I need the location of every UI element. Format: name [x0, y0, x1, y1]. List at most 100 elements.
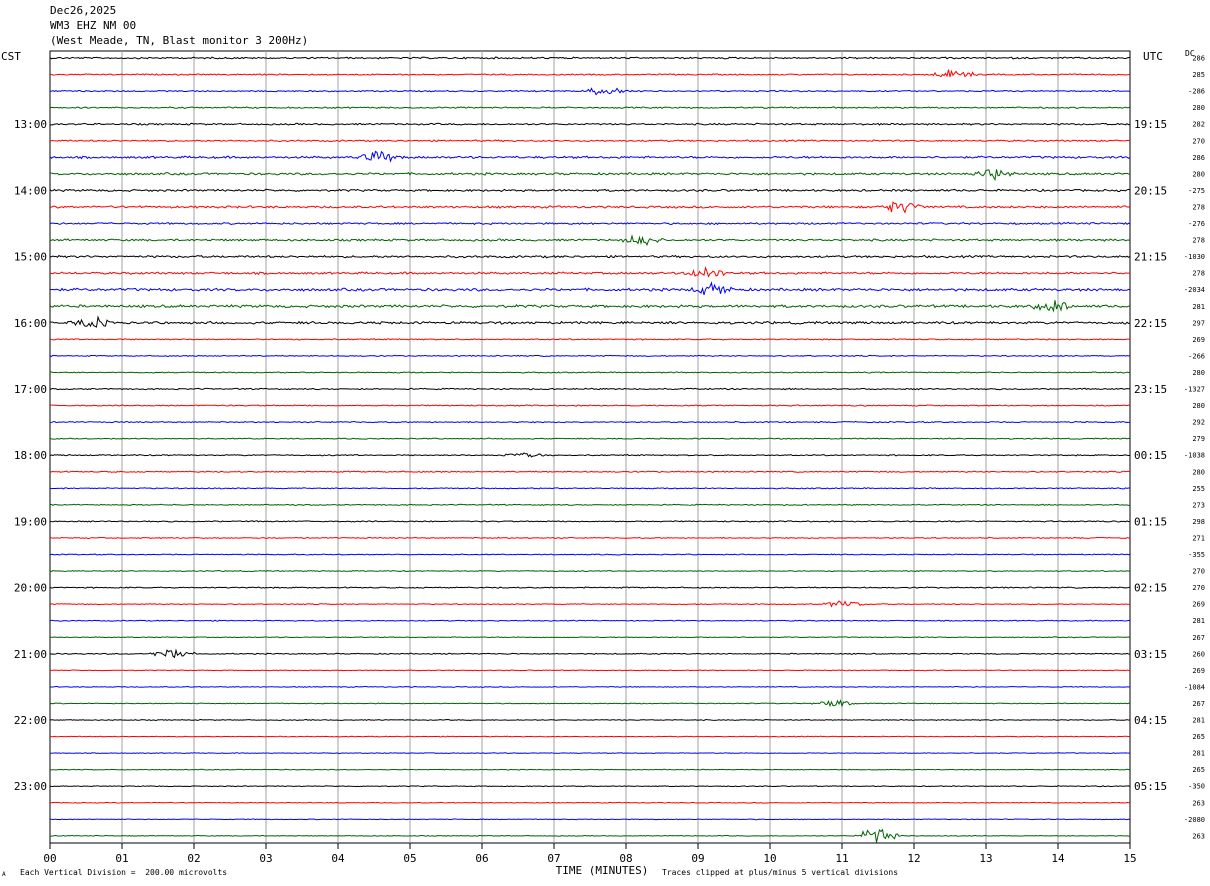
- dc-label-32: 270: [1192, 584, 1205, 592]
- dc-label-19: 280: [1192, 369, 1205, 377]
- dc-label-45: 263: [1192, 799, 1205, 807]
- trace-row-41: [49, 735, 1131, 738]
- trace-row-8: [49, 188, 1131, 193]
- trace-row-21: [49, 404, 1131, 407]
- x-tick-label-4: 04: [331, 852, 345, 865]
- trace-row-28: [49, 520, 1131, 523]
- dc-label-29: 271: [1192, 534, 1205, 542]
- trace-row-5: [49, 139, 1131, 143]
- seismic-traces: [49, 56, 1131, 843]
- utc-label-6: 01:15: [1134, 515, 1167, 528]
- dc-header-label: DC: [1185, 49, 1195, 58]
- trace-row-22: [49, 420, 1131, 424]
- trace-row-38: [49, 685, 1131, 688]
- cst-label-9: 22:00: [14, 714, 47, 727]
- cst-label-10: 23:00: [14, 780, 47, 793]
- trace-row-30: [49, 553, 1131, 556]
- trace-row-43: [49, 768, 1131, 771]
- dc-label-1: 285: [1192, 71, 1205, 79]
- utc-label-1: 20:15: [1134, 184, 1167, 197]
- cst-label-6: 19:00: [14, 515, 47, 528]
- dc-offset-labels: 286 285 -286 280 282 270 286 280 -275 278 -276 278 -…: [1184, 55, 1205, 841]
- utc-label-9: 04:15: [1134, 714, 1167, 727]
- dc-label-6: 286: [1192, 154, 1205, 162]
- trace-row-23: [49, 437, 1131, 440]
- cst-label-7: 20:00: [14, 582, 47, 595]
- trace-row-24: [49, 452, 1131, 458]
- dc-label-16: 297: [1192, 319, 1205, 327]
- trace-row-37: [49, 669, 1131, 672]
- trace-row-46: [49, 818, 1131, 821]
- cst-label-8: 21:00: [14, 648, 47, 661]
- x-tick-label-9: 09: [691, 852, 704, 865]
- scale-note: Each Vertical Division = 200.00 microvol…: [20, 868, 228, 877]
- trace-row-14: [49, 281, 1131, 296]
- x-tick-label-13: 13: [979, 852, 992, 865]
- x-tick-label-0: 00: [43, 852, 56, 865]
- dc-label-9: 278: [1192, 203, 1205, 211]
- dc-label-35: 267: [1192, 634, 1205, 642]
- utc-label-2: 21:15: [1134, 251, 1167, 264]
- cst-label-4: 17:00: [14, 383, 47, 396]
- dc-label-5: 270: [1192, 137, 1205, 145]
- dc-label-8: -275: [1188, 187, 1205, 195]
- trace-row-29: [49, 536, 1131, 540]
- trace-row-17: [49, 338, 1131, 341]
- trace-row-34: [49, 619, 1131, 622]
- trace-row-27: [49, 503, 1131, 507]
- dc-label-30: -355: [1188, 551, 1205, 559]
- trace-row-10: [49, 221, 1131, 226]
- utc-label-8: 03:15: [1134, 648, 1167, 661]
- trace-row-15: [49, 300, 1131, 313]
- plot-frame: [49, 50, 1131, 844]
- dc-label-43: 265: [1192, 766, 1205, 774]
- minute-gridlines: [121, 51, 1059, 843]
- trace-row-12: [49, 254, 1131, 259]
- utc-label-4: 23:15: [1134, 383, 1167, 396]
- dc-label-36: 260: [1192, 650, 1205, 658]
- dc-label-22: 292: [1192, 419, 1205, 427]
- cst-label-0: 13:00: [14, 118, 47, 131]
- dc-label-37: 269: [1192, 667, 1205, 675]
- dc-label-15: 281: [1192, 303, 1205, 311]
- corner-mark: A: [2, 871, 6, 878]
- x-tick-label-7: 07: [547, 852, 560, 865]
- trace-row-0: [49, 56, 1131, 60]
- cst-hour-labels: 13:00 14:00 15:00 16:00 17:00 18:00 19:00 20:00…: [14, 118, 47, 793]
- dc-label-39: 267: [1192, 700, 1205, 708]
- dc-label-28: 298: [1192, 518, 1205, 526]
- dc-label-3: 280: [1192, 104, 1205, 112]
- dc-label-27: 273: [1192, 501, 1205, 509]
- trace-row-45: [49, 801, 1131, 804]
- trace-row-16: [49, 315, 1131, 328]
- trace-row-42: [49, 752, 1131, 755]
- dc-label-11: 278: [1192, 237, 1205, 245]
- trace-row-6: [49, 150, 1131, 163]
- x-tick-label-3: 03: [259, 852, 272, 865]
- trace-row-25: [49, 470, 1131, 473]
- cst-label-2: 15:00: [14, 251, 47, 264]
- trace-row-32: [49, 586, 1131, 589]
- x-tick-label-11: 11: [835, 852, 848, 865]
- dc-label-12: -1030: [1184, 253, 1205, 261]
- x-tick-label-5: 05: [403, 852, 416, 865]
- dc-label-42: 281: [1192, 750, 1205, 758]
- left-timezone-label: CST: [1, 50, 21, 63]
- dc-label-4: 282: [1192, 121, 1205, 129]
- trace-row-11: [49, 233, 1131, 247]
- trace-row-9: [49, 201, 1131, 214]
- x-tick-label-15: 15: [1123, 852, 1136, 865]
- utc-label-0: 19:15: [1134, 118, 1167, 131]
- dc-label-2: -286: [1188, 88, 1205, 96]
- cst-label-1: 14:00: [14, 184, 47, 197]
- trace-row-36: [49, 648, 1131, 659]
- trace-row-4: [49, 122, 1131, 126]
- dc-label-7: 280: [1192, 170, 1205, 178]
- trace-row-39: [49, 699, 1131, 708]
- dc-label-40: 281: [1192, 717, 1205, 725]
- dc-label-33: 269: [1192, 601, 1205, 609]
- x-tick-label-2: 02: [187, 852, 200, 865]
- x-tick-label-12: 12: [907, 852, 920, 865]
- dc-label-10: -276: [1188, 220, 1205, 228]
